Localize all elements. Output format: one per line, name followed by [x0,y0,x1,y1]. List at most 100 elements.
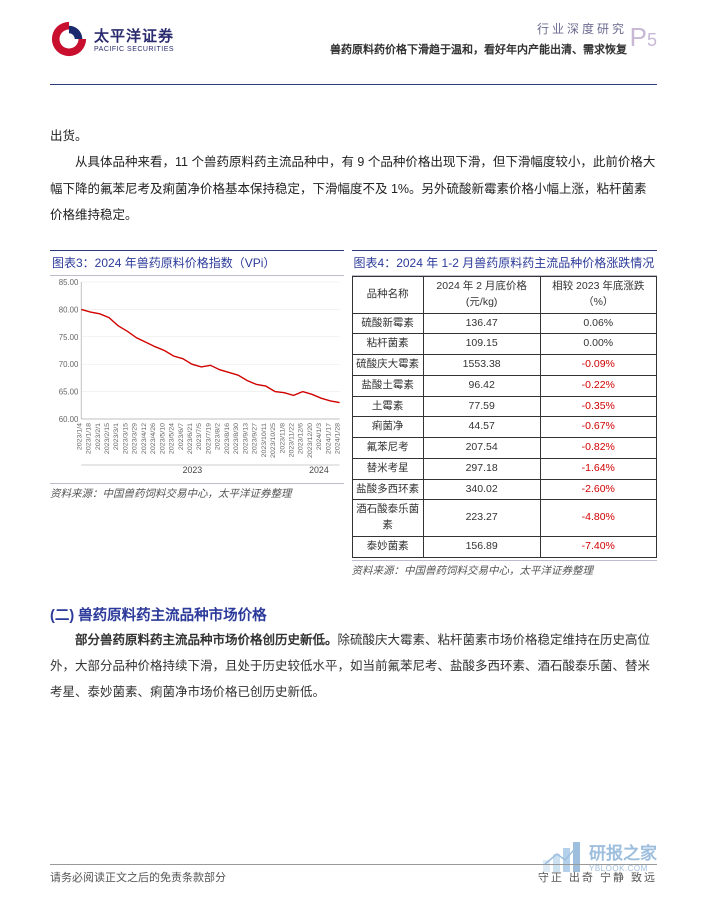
cell-change: -0.22% [540,375,657,396]
company-name-en: PACIFIC SECURITIES [94,46,174,53]
chart3-area: 60.00 65.00 70.00 75.00 80.00 85.00 2023/1/4 20… [50,276,344,481]
cell-name: 盐酸土霉素 [352,375,423,396]
svg-text:2023/12/20: 2023/12/20 [307,423,314,458]
section-2: (二) 兽药原料药主流品种市场价格 部分兽药原料药主流品种市场价格创历史新低。除… [50,604,657,706]
table-row: 替米考星297.18-1.64% [352,458,656,479]
footer-disclaimer: 请务必阅读正文之后的免责条款部分 [50,869,226,885]
col-name: 品种名称 [352,277,423,314]
report-category: 行业深度研究 [330,20,627,37]
svg-text:2023/3/29: 2023/3/29 [132,423,139,454]
chart3-title: 图表3：2024 年兽药原料价格指数（VPi） [50,250,344,276]
watermark-cn: 研报之家 [589,844,657,863]
cell-name: 盐酸多西环素 [352,479,423,500]
company-logo-icon [50,20,88,58]
chart4-column: 图表4：2024 年 1-2 月兽药原料药主流品种价格涨跌情况 品种名称 202… [352,250,657,578]
cell-name: 粘杆菌素 [352,334,423,355]
svg-text:60.00: 60.00 [59,415,79,424]
svg-text:2023: 2023 [183,465,203,475]
section2-lead: 部分兽药原料药主流品种市场价格创历史新低。 [75,633,338,647]
p1-line2: 从具体品种来看，11 个兽药原料药主流品种中，有 9 个品种价格出现下滑，但下滑… [50,149,657,228]
col-change: 相较 2023 年底涨跌（%） [540,277,657,314]
svg-text:2023/11/8: 2023/11/8 [279,423,286,454]
svg-text:75.00: 75.00 [59,333,79,342]
chart4-table: 品种名称 2024 年 2 月底价格(元/kg) 相较 2023 年底涨跌（%）… [352,276,657,558]
svg-text:2023/8/16: 2023/8/16 [224,423,231,454]
body-paragraph: 出货。 从具体品种来看，11 个兽药原料药主流品种中，有 9 个品种价格出现下滑… [50,123,657,228]
cell-price: 223.27 [423,500,540,537]
logo-block: 太平洋证券 PACIFIC SECURITIES [50,20,174,58]
svg-text:2024: 2024 [309,465,329,475]
table-row: 氟苯尼考207.54-0.82% [352,438,656,459]
svg-text:2023/9/13: 2023/9/13 [242,423,249,454]
svg-text:2024/1/17: 2024/1/17 [325,423,332,454]
svg-text:2023/2/15: 2023/2/15 [104,423,111,454]
table-row: 泰妙菌素156.89-7.40% [352,536,656,557]
section2-body: 部分兽药原料药主流品种市场价格创历史新低。除硫酸庆大霉素、粘杆菌素市场价格稳定维… [50,627,657,706]
table-row: 痢菌净44.57-0.67% [352,417,656,438]
cell-change: -0.82% [540,438,657,459]
svg-text:2023/7/5: 2023/7/5 [196,423,203,450]
cell-change: -0.09% [540,355,657,376]
cell-price: 1553.38 [423,355,540,376]
company-name-cn: 太平洋证券 [94,25,174,46]
table-row: 硫酸新霉素136.470.06% [352,313,656,334]
cell-name: 痢菌净 [352,417,423,438]
header-right: 行业深度研究 兽药原料药价格下滑趋于温和，看好年内产能出清、需求恢复 [330,20,657,57]
svg-text:2023/2/1: 2023/2/1 [95,423,102,450]
table-row: 酒石酸泰乐菌素223.27-4.80% [352,500,656,537]
cell-name: 氟苯尼考 [352,438,423,459]
svg-text:80.00: 80.00 [59,306,79,315]
chart3-column: 图表3：2024 年兽药原料价格指数（VPi） 60.00 65.00 70.00 7… [50,250,344,578]
header-rule [50,84,657,85]
col-price: 2024 年 2 月底价格(元/kg) [423,277,540,314]
cell-name: 泰妙菌素 [352,536,423,557]
cell-change: -1.64% [540,458,657,479]
cell-name: 硫酸庆大霉素 [352,355,423,376]
table-row: 土霉素77.59-0.35% [352,396,656,417]
table-row: 硫酸庆大霉素1553.38-0.09% [352,355,656,376]
chart3-line-chart: 60.00 65.00 70.00 75.00 80.00 85.00 2023/1/4 20… [50,276,344,481]
report-subtitle: 兽药原料药价格下滑趋于温和，看好年内产能出清、需求恢复 [330,41,627,57]
cell-name: 替米考星 [352,458,423,479]
chart4-source: 资料来源：中国兽药饲料交易中心，太平洋证券整理 [352,560,657,578]
cell-change: -2.60% [540,479,657,500]
chart3-source: 资料来源：中国兽药饲料交易中心，太平洋证券整理 [50,483,344,501]
svg-text:2023/9/27: 2023/9/27 [252,423,259,454]
cell-price: 340.02 [423,479,540,500]
cell-name: 硫酸新霉素 [352,313,423,334]
table-row: 盐酸多西环素340.02-2.60% [352,479,656,500]
cell-change: 0.06% [540,313,657,334]
svg-text:2023/11/22: 2023/11/22 [289,423,296,458]
svg-text:2024/1/28: 2024/1/28 [335,423,342,454]
cell-name: 土霉素 [352,396,423,417]
table-row: 盐酸土霉素96.42-0.22% [352,375,656,396]
svg-text:2023/7/19: 2023/7/19 [206,423,213,454]
svg-text:2023/6/7: 2023/6/7 [178,423,185,450]
svg-text:2023/1/4: 2023/1/4 [76,423,83,450]
cell-price: 77.59 [423,396,540,417]
page-num-value: 5 [647,30,657,51]
svg-text:2023/8/30: 2023/8/30 [233,423,240,454]
svg-text:70.00: 70.00 [59,360,79,369]
cell-name: 酒石酸泰乐菌素 [352,500,423,537]
cell-price: 109.15 [423,334,540,355]
page-header: 太平洋证券 PACIFIC SECURITIES 行业深度研究 兽药原料药价格下… [50,20,657,80]
cell-change: -0.67% [540,417,657,438]
svg-text:2023/5/24: 2023/5/24 [169,423,176,454]
svg-text:2023/3/15: 2023/3/15 [122,423,129,454]
page-footer: 请务必阅读正文之后的免责条款部分 守正 出奇 宁静 致远 [50,864,657,885]
table-header-row: 品种名称 2024 年 2 月底价格(元/kg) 相较 2023 年底涨跌（%） [352,277,656,314]
svg-text:2023/5/10: 2023/5/10 [159,423,166,454]
cell-change: -4.80% [540,500,657,537]
cell-price: 156.89 [423,536,540,557]
svg-text:2023/4/26: 2023/4/26 [150,423,157,454]
svg-text:85.00: 85.00 [59,278,79,287]
cell-change: -0.35% [540,396,657,417]
svg-text:65.00: 65.00 [59,388,79,397]
charts-row: 图表3：2024 年兽药原料价格指数（VPi） 60.00 65.00 70.00 7… [50,250,657,578]
svg-text:2024/1/3: 2024/1/3 [316,423,323,450]
section2-title: (二) 兽药原料药主流品种市场价格 [50,604,657,625]
svg-text:2023/4/12: 2023/4/12 [141,423,148,454]
cell-change: 0.00% [540,334,657,355]
cell-price: 297.18 [423,458,540,479]
